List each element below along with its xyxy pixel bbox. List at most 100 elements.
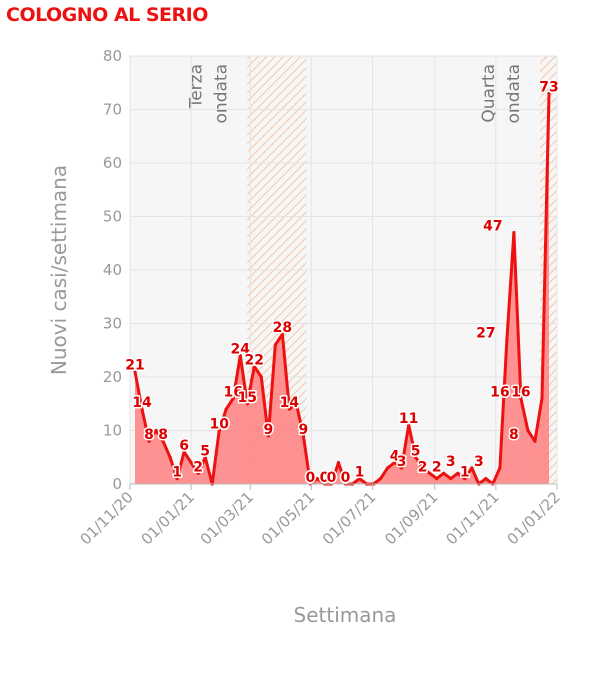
data-point bbox=[154, 428, 158, 433]
x-tick-label: 01/11/20 bbox=[76, 488, 136, 548]
y-tick-label: 10 bbox=[103, 422, 122, 440]
x-axis-label: Settimana bbox=[294, 603, 397, 627]
wave-label: Terza bbox=[186, 64, 206, 109]
data-point bbox=[533, 439, 537, 443]
wave-label: ondata bbox=[504, 64, 524, 123]
data-point bbox=[357, 477, 362, 481]
data-point bbox=[140, 407, 144, 411]
data-point bbox=[442, 471, 446, 475]
data-label: 2 bbox=[418, 459, 428, 475]
data-point bbox=[280, 332, 284, 336]
data-point bbox=[498, 466, 502, 470]
data-point bbox=[133, 370, 137, 374]
y-tick-label: 80 bbox=[103, 47, 122, 65]
data-point bbox=[266, 434, 270, 438]
data-label: 5 bbox=[411, 443, 421, 459]
data-label: 0 bbox=[320, 470, 330, 486]
data-point bbox=[526, 428, 530, 433]
data-point bbox=[238, 354, 242, 358]
data-label: 5 bbox=[200, 443, 210, 459]
data-point bbox=[484, 477, 488, 481]
y-tick-label: 20 bbox=[103, 368, 122, 386]
data-label: 1 bbox=[172, 465, 182, 481]
data-point bbox=[189, 461, 193, 465]
data-label: 1 bbox=[460, 465, 470, 481]
data-point bbox=[428, 471, 432, 475]
data-label: 27 bbox=[476, 326, 495, 342]
area-fill bbox=[135, 93, 549, 485]
data-label: 10 bbox=[209, 417, 229, 433]
data-point bbox=[540, 396, 544, 400]
data-point bbox=[203, 455, 207, 459]
y-axis-label: Nuovi casi/settimana bbox=[47, 165, 71, 375]
x-tick-label: 01/03/21 bbox=[197, 488, 257, 548]
data-point bbox=[196, 471, 200, 475]
data-point bbox=[336, 461, 341, 465]
data-label: 73 bbox=[539, 79, 558, 95]
data-label: 3 bbox=[446, 454, 456, 470]
wave-label: Quarta bbox=[479, 64, 499, 123]
x-tick-label: 01/11/21 bbox=[442, 488, 502, 548]
data-point bbox=[287, 407, 291, 411]
data-label: 3 bbox=[474, 454, 484, 470]
data-label: 47 bbox=[483, 219, 502, 235]
data-point bbox=[400, 466, 404, 470]
data-point bbox=[470, 466, 474, 470]
y-tick-label: 70 bbox=[103, 101, 122, 119]
data-point bbox=[456, 471, 460, 475]
data-point bbox=[231, 396, 235, 400]
data-point bbox=[224, 407, 228, 411]
data-point bbox=[463, 477, 467, 481]
data-point bbox=[294, 402, 298, 406]
data-point bbox=[505, 337, 509, 342]
data-point bbox=[252, 364, 256, 368]
x-tick-label: 01/05/21 bbox=[258, 488, 318, 548]
data-label: 28 bbox=[273, 320, 292, 336]
data-label: 14 bbox=[132, 395, 152, 411]
data-point bbox=[435, 477, 439, 481]
x-tick-label: 01/01/22 bbox=[503, 488, 563, 548]
data-point bbox=[547, 91, 551, 96]
data-label: 16 bbox=[511, 384, 530, 400]
data-label: 24 bbox=[231, 342, 251, 358]
x-tick-label: 01/07/21 bbox=[319, 488, 379, 548]
data-label: 2 bbox=[432, 459, 442, 475]
data-label: 15 bbox=[238, 390, 257, 406]
data-label: 21 bbox=[125, 358, 144, 374]
data-label: 0 bbox=[306, 470, 316, 486]
data-point bbox=[301, 434, 306, 438]
data-point bbox=[378, 477, 383, 481]
data-label: 8 bbox=[509, 427, 519, 443]
data-point bbox=[217, 428, 221, 433]
data-label: 11 bbox=[399, 411, 418, 427]
data-point bbox=[414, 455, 418, 459]
data-label: 8 bbox=[158, 427, 168, 443]
y-tick-label: 50 bbox=[103, 208, 122, 226]
data-label: 22 bbox=[245, 352, 264, 368]
data-point bbox=[449, 477, 453, 481]
data-point bbox=[393, 461, 397, 465]
data-label: 3 bbox=[397, 454, 407, 470]
data-point bbox=[245, 402, 249, 406]
data-point bbox=[259, 375, 263, 379]
x-tick-label: 01/09/21 bbox=[381, 488, 441, 548]
data-label: 9 bbox=[263, 422, 273, 438]
data-point bbox=[519, 396, 523, 400]
data-label: 2 bbox=[193, 459, 203, 475]
data-point bbox=[421, 466, 425, 470]
y-tick-label: 30 bbox=[103, 315, 122, 333]
data-label: 8 bbox=[144, 427, 154, 443]
data-label: 16 bbox=[490, 384, 509, 400]
data-point bbox=[175, 477, 179, 481]
data-point bbox=[512, 230, 516, 235]
data-label: 14 bbox=[280, 395, 300, 411]
y-tick-label: 60 bbox=[103, 154, 122, 172]
x-tick-label: 01/01/21 bbox=[138, 488, 198, 548]
data-label: 0 bbox=[327, 470, 337, 486]
data-point bbox=[161, 439, 165, 443]
data-label: 0 bbox=[341, 470, 351, 486]
data-point bbox=[182, 450, 186, 454]
data-point bbox=[407, 423, 411, 427]
data-label: 6 bbox=[179, 438, 189, 454]
